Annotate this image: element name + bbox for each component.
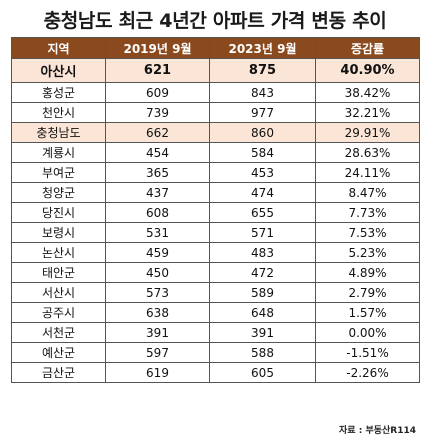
table-row: 계룡시 454 584 28.63% <box>11 142 420 163</box>
cell-2019: 608 <box>105 202 210 223</box>
cell-region: 아산시 <box>11 58 106 83</box>
cell-rate: -2.26% <box>315 362 420 383</box>
cell-2019: 619 <box>105 362 210 383</box>
page-title: 충청남도 최근 4년간 아파트 가격 변동 추이 <box>43 10 387 32</box>
cell-2023: 648 <box>209 302 316 323</box>
cell-region: 계룡시 <box>11 142 106 163</box>
table-row: 공주시 638 648 1.57% <box>11 302 420 323</box>
cell-region: 당진시 <box>11 202 106 223</box>
cell-2023: 472 <box>209 262 316 283</box>
cell-region: 부여군 <box>11 162 106 183</box>
cell-rate: 4.89% <box>315 262 420 283</box>
cell-2023: 589 <box>209 282 316 303</box>
cell-rate: -1.51% <box>315 342 420 363</box>
source-note: 자료 : 부동산R114 <box>339 426 416 436</box>
cell-2019: 450 <box>105 262 210 283</box>
cell-2023: 860 <box>209 122 316 143</box>
table-row: 부여군 365 453 24.11% <box>11 162 420 183</box>
cell-2023: 605 <box>209 362 316 383</box>
cell-region: 청양군 <box>11 182 106 203</box>
cell-2023: 571 <box>209 222 316 243</box>
table-row: 보령시 531 571 7.53% <box>11 222 420 243</box>
cell-rate: 24.11% <box>315 162 420 183</box>
cell-rate: 28.63% <box>315 142 420 163</box>
table-row: 예산군 597 588 -1.51% <box>11 342 420 363</box>
cell-region: 예산군 <box>11 342 106 363</box>
table-row: 금산군 619 605 -2.26% <box>11 362 420 383</box>
cell-2019: 391 <box>105 322 210 343</box>
cell-region: 천안시 <box>11 102 106 123</box>
table-row: 서천군 391 391 0.00% <box>11 322 420 343</box>
cell-2019: 597 <box>105 342 210 363</box>
column-header-2023: 2023년 9월 <box>209 37 316 59</box>
cell-2023: 391 <box>209 322 316 343</box>
cell-2023: 843 <box>209 82 316 103</box>
cell-rate: 7.73% <box>315 202 420 223</box>
column-header-region: 지역 <box>11 37 106 59</box>
column-header-rate: 증감률 <box>315 37 420 59</box>
cell-rate: 1.57% <box>315 302 420 323</box>
cell-rate: 29.91% <box>315 122 420 143</box>
cell-region: 보령시 <box>11 222 106 243</box>
cell-rate: 7.53% <box>315 222 420 243</box>
cell-2023: 588 <box>209 342 316 363</box>
cell-2019: 454 <box>105 142 210 163</box>
table-row: 아산시 621 875 40.90% <box>11 58 420 83</box>
cell-2019: 573 <box>105 282 210 303</box>
column-header-2019: 2019년 9월 <box>105 37 210 59</box>
cell-rate: 2.79% <box>315 282 420 303</box>
table-row: 태안군 450 472 4.89% <box>11 262 420 283</box>
cell-2019: 459 <box>105 242 210 263</box>
cell-region: 태안군 <box>11 262 106 283</box>
table-row: 홍성군 609 843 38.42% <box>11 82 420 103</box>
cell-2019: 437 <box>105 182 210 203</box>
cell-2019: 365 <box>105 162 210 183</box>
cell-rate: 40.90% <box>315 58 420 83</box>
cell-region: 공주시 <box>11 302 106 323</box>
cell-2023: 977 <box>209 102 316 123</box>
cell-2023: 584 <box>209 142 316 163</box>
header-row: 지역 2019년 9월 2023년 9월 증감률 <box>11 37 420 59</box>
cell-2019: 621 <box>105 58 210 83</box>
cell-rate: 5.23% <box>315 242 420 263</box>
cell-2023: 875 <box>209 58 316 83</box>
cell-region: 금산군 <box>11 362 106 383</box>
cell-2023: 474 <box>209 182 316 203</box>
cell-2019: 609 <box>105 82 210 103</box>
cell-2023: 453 <box>209 162 316 183</box>
cell-2019: 662 <box>105 122 210 143</box>
cell-region: 서천군 <box>11 322 106 343</box>
cell-rate: 8.47% <box>315 182 420 203</box>
cell-2023: 655 <box>209 202 316 223</box>
cell-2023: 483 <box>209 242 316 263</box>
cell-region: 논산시 <box>11 242 106 263</box>
table-row: 논산시 459 483 5.23% <box>11 242 420 263</box>
cell-region: 홍성군 <box>11 82 106 103</box>
cell-rate: 38.42% <box>315 82 420 103</box>
price-table: 지역 2019년 9월 2023년 9월 증감률 아산시 621 875 40.90%… <box>11 37 420 383</box>
cell-region: 서산시 <box>11 282 106 303</box>
cell-rate: 32.21% <box>315 102 420 123</box>
cell-region: 충청남도 <box>11 122 106 143</box>
table-row: 충청남도 662 860 29.91% <box>11 122 420 143</box>
cell-2019: 739 <box>105 102 210 123</box>
table-row: 천안시 739 977 32.21% <box>11 102 420 123</box>
table-body: 아산시 621 875 40.90% 홍성군 609 843 38.42% 천안시 739 977 3… <box>11 58 420 383</box>
table-header: 지역 2019년 9월 2023년 9월 증감률 <box>11 37 420 59</box>
table-row: 서산시 573 589 2.79% <box>11 282 420 303</box>
cell-2019: 638 <box>105 302 210 323</box>
table-row: 당진시 608 655 7.73% <box>11 202 420 223</box>
cell-rate: 0.00% <box>315 322 420 343</box>
cell-2019: 531 <box>105 222 210 243</box>
table-row: 청양군 437 474 8.47% <box>11 182 420 203</box>
